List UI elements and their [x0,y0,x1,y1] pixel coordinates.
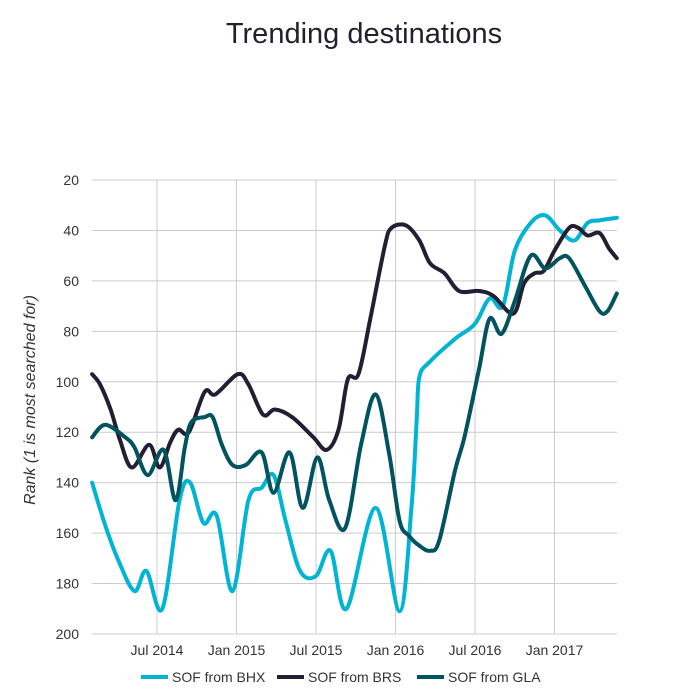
legend-label-brs: SOF from BRS [308,669,401,685]
y-tick-label: 40 [63,222,79,238]
y-tick-label: 100 [56,374,80,390]
legend: SOF from BHX SOF from BRS SOF from GLA [141,669,541,685]
x-tick-label: Jul 2015 [290,642,343,658]
legend-label-bhx: SOF from BHX [172,669,266,685]
y-tick-label: 160 [56,525,80,541]
y-tick-label: 80 [63,323,79,339]
y-axis-label: Rank (1 is most searched for) [22,295,39,505]
legend-item-bhx[interactable]: SOF from BHX [141,669,266,685]
legend-item-gla[interactable]: SOF from GLA [417,669,541,685]
x-tick-label: Jan 2017 [526,642,584,658]
series-line-brs [90,222,619,470]
legend-label-gla: SOF from GLA [448,669,541,685]
x-tick-label: Jan 2015 [208,642,266,658]
x-tick-labels: Jul 2014 Jan 2015 Jul 2015 Jan 2016 Jul 2016… [131,642,584,658]
legend-item-brs[interactable]: SOF from BRS [277,669,401,685]
y-tick-label: 180 [56,576,80,592]
y-tick-label: 120 [56,424,80,440]
chart-title: Trending destinations [226,18,502,50]
series-line-bhx [90,213,619,614]
x-tick-label: Jan 2016 [367,642,425,658]
series-lines [90,213,619,614]
y-tick-label: 140 [56,475,80,491]
x-tick-label: Jul 2014 [131,642,184,658]
y-tick-label: 60 [63,273,79,289]
y-tick-label: 200 [56,626,80,642]
y-tick-label: 20 [63,172,79,188]
y-tick-labels: 20 40 60 80 100 120 140 160 180 200 [56,172,80,642]
series-line-gla [90,252,619,553]
x-gridlines [156,180,555,634]
x-tick-label: Jul 2016 [449,642,502,658]
